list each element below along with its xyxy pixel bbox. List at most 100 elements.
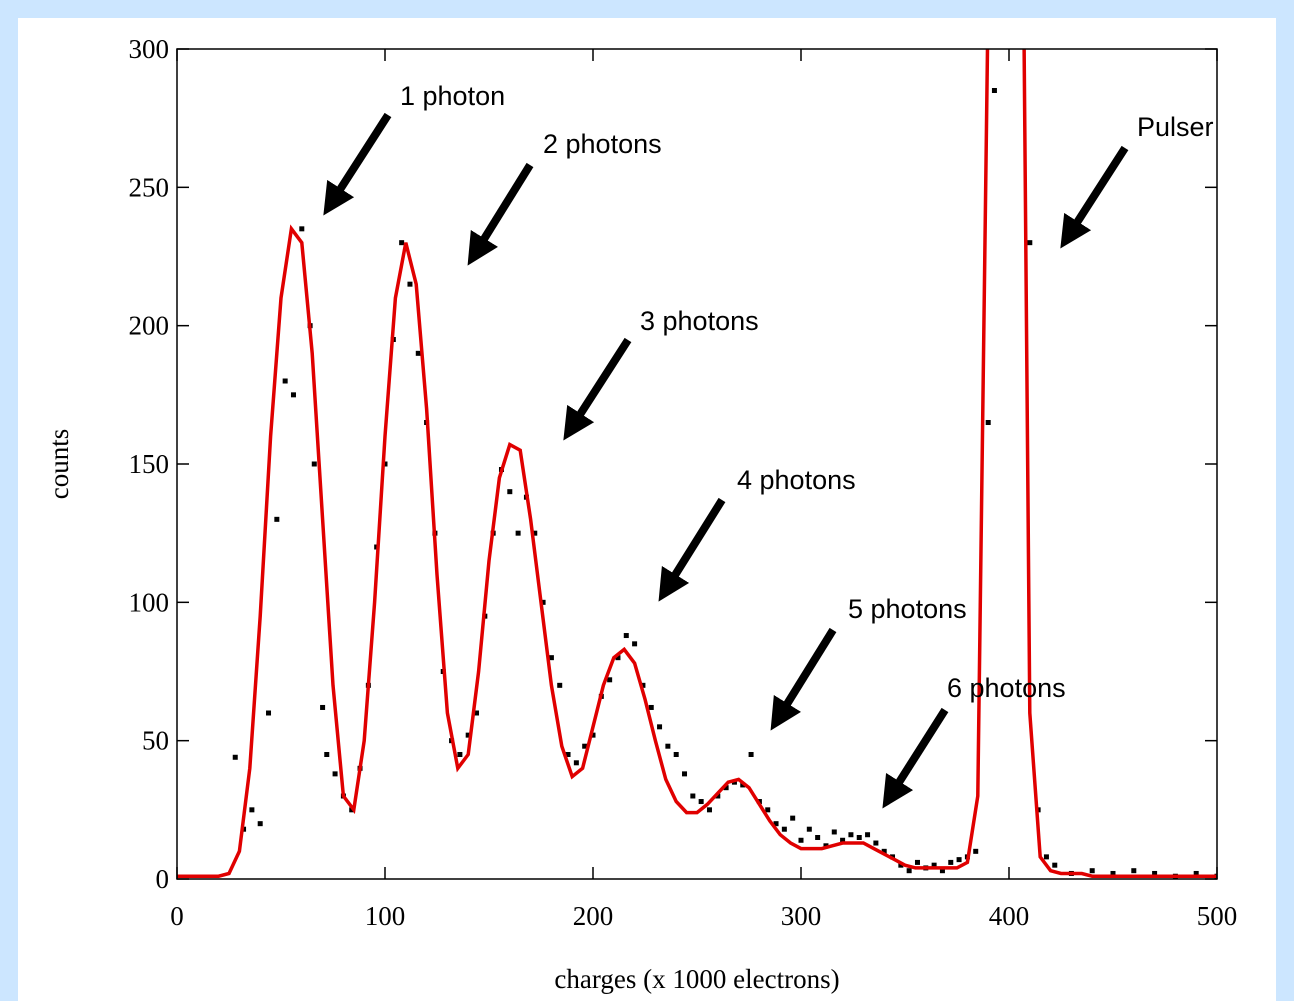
data-point [540, 599, 546, 605]
annotation: 3 photons [640, 306, 759, 336]
data-point [881, 848, 887, 854]
data-point [324, 752, 330, 757]
data-point [507, 489, 513, 495]
data-point [1043, 854, 1049, 860]
data-point [698, 799, 704, 805]
data-point [765, 807, 771, 813]
arrow [323, 112, 392, 216]
data-point [1052, 862, 1058, 868]
data-point [985, 420, 991, 425]
arrow [658, 497, 726, 602]
x-tick-label: 500 [1197, 901, 1238, 931]
y-tick-label: 100 [129, 587, 170, 617]
data-point [748, 752, 754, 757]
fit-line [177, 49, 1217, 878]
data-point [632, 641, 638, 647]
arrow [882, 707, 949, 809]
data-point [257, 821, 263, 827]
annotations: 1 photon 2 photons 3 photons 4 photons 5… [323, 81, 1214, 809]
arrow [467, 162, 534, 266]
data-point [991, 88, 997, 93]
data-point [332, 771, 338, 777]
data-point [973, 848, 979, 854]
plot-area [177, 49, 1217, 879]
data-point [266, 710, 272, 716]
data-point [948, 859, 954, 865]
data-point [865, 832, 871, 838]
data-point [615, 655, 621, 661]
data-point [1131, 868, 1137, 874]
data-point [232, 754, 238, 760]
data-point [320, 704, 326, 710]
data-point [274, 516, 280, 522]
data-point [648, 704, 654, 710]
arrow [770, 627, 837, 731]
data-point [657, 724, 663, 730]
data-point [914, 859, 920, 865]
data-point [815, 835, 821, 840]
data-point [682, 771, 688, 777]
data-point [1152, 870, 1158, 876]
data-point [465, 732, 471, 738]
x-tick-label: 400 [989, 901, 1030, 931]
data-point [939, 868, 945, 874]
data-point [532, 530, 538, 536]
data-point [690, 793, 696, 799]
x-tick-label: 300 [781, 901, 822, 931]
data-point [640, 682, 646, 688]
data-point [931, 862, 937, 868]
data-point [706, 807, 712, 813]
y-tick-label: 200 [129, 311, 170, 341]
y-tick-label: 50 [142, 726, 169, 756]
data-point [311, 461, 317, 467]
x-axis-label: charges (x 1000 electrons) [554, 964, 839, 994]
annotation: 1 photon [400, 81, 505, 111]
data-point [790, 815, 796, 821]
data-point [873, 840, 879, 846]
data-point [840, 837, 846, 843]
annotation: 6 photons [947, 673, 1066, 703]
data-point [856, 835, 862, 840]
annotation: 4 photons [737, 465, 856, 495]
data-point [399, 240, 405, 246]
data-point [623, 633, 629, 639]
data-point [515, 530, 521, 536]
data-point [607, 677, 613, 683]
data-point [715, 793, 721, 799]
annotation: 2 photons [543, 129, 662, 159]
y-tick-label: 300 [129, 34, 170, 64]
data-point [590, 732, 596, 738]
data-point [898, 862, 904, 868]
data-point [781, 826, 787, 832]
arrow [1060, 145, 1129, 249]
data-point [673, 752, 679, 757]
annotation: 5 photons [848, 594, 967, 624]
data-point [665, 743, 671, 749]
x-tick-label: 100 [365, 901, 406, 931]
y-tick-label: 250 [129, 172, 170, 202]
data-point [906, 868, 912, 874]
panel [18, 18, 1276, 1001]
data-point [415, 350, 421, 356]
y-tick-label: 150 [129, 449, 170, 479]
data-point [798, 837, 804, 843]
data-point [831, 829, 837, 835]
data-point [806, 826, 812, 832]
y-tick-label: 0 [156, 864, 170, 894]
data-point [474, 710, 480, 716]
data-point [582, 743, 588, 749]
data-point [299, 226, 305, 232]
x-tick-label: 200 [573, 901, 614, 931]
data-point [407, 281, 413, 287]
arrow [563, 337, 632, 441]
y-axis-label: counts [44, 429, 74, 500]
data-point [723, 785, 729, 791]
data-point [290, 392, 296, 398]
data-point [1193, 870, 1199, 876]
data-point [1027, 240, 1033, 246]
data-point [548, 655, 554, 661]
data-point [249, 807, 255, 813]
data-point [557, 682, 563, 688]
data-point [565, 752, 571, 757]
